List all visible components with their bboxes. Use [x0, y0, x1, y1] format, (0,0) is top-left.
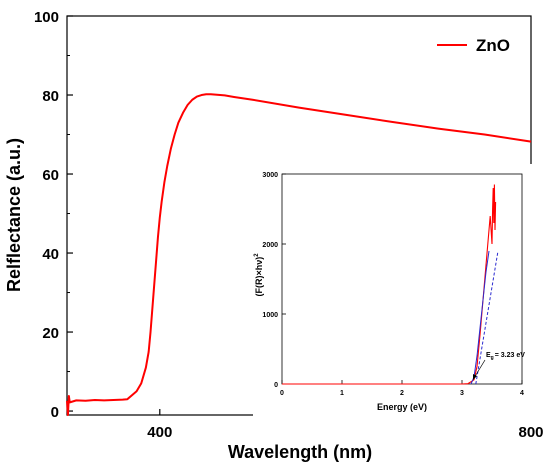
y-tick-label: 40 [42, 246, 59, 263]
inset-y-tick-label: 0 [274, 382, 278, 389]
y-tick-label: 20 [42, 325, 59, 342]
y-axis-title: Relflectance (a.u.) [4, 138, 24, 292]
inset-y-axis-title: (F(R)×hν)2 [254, 253, 264, 297]
inset-x-tick-label: 2 [400, 390, 404, 397]
inset-axis-ticks: 0 1000 2000 3000 0 1 2 3 4 [262, 172, 524, 397]
inset-y-tick-label: 1000 [262, 312, 278, 319]
inset-y-tick-label: 2000 [262, 242, 278, 249]
y-tick-label: 0 [51, 404, 59, 421]
legend-label-zno: ZnO [476, 36, 510, 55]
svg-text:(F(R)×hν)2: (F(R)×hν)2 [254, 253, 264, 297]
inset-x-tick-label: 3 [460, 390, 464, 397]
inset-eg-arrowhead [473, 374, 477, 380]
inset-chart: 0 1000 2000 3000 0 1 2 3 4 Energy (eV) (F(R)×hν)… [253, 164, 535, 424]
y-tick-label: 80 [42, 88, 59, 105]
inset-eg-value: = 3.23 eV [495, 352, 525, 359]
inset-y-label-sup: 2 [254, 253, 260, 257]
main-series-group [66, 93, 532, 416]
inset-y-tick-label: 3000 [262, 172, 278, 179]
inset-x-axis-title: Energy (eV) [377, 402, 427, 412]
inset-data-line [282, 184, 497, 385]
inset-x-tick-label: 0 [280, 390, 284, 397]
x-axis-title: Wavelength (nm) [228, 442, 372, 462]
inset-background [253, 164, 535, 424]
series-line-zno [66, 93, 532, 416]
inset-y-label-main: (F(R)×hν) [254, 257, 264, 297]
legend: ZnO [437, 36, 510, 55]
inset-x-tick-label: 1 [340, 390, 344, 397]
inset-eg-annotation: Eg= 3.23 eV [486, 352, 525, 361]
inset-x-tick-label: 4 [520, 390, 524, 397]
inset-eg-sub: g [491, 355, 494, 361]
inset-eg-prefix: E [486, 352, 491, 359]
x-tick-label: 400 [147, 424, 172, 441]
y-tick-label: 60 [42, 167, 59, 184]
y-tick-label: 100 [34, 9, 59, 26]
inset-eg-arrow [473, 359, 486, 379]
x-tick-label: 800 [518, 424, 543, 441]
inset-fit-dashed-line [475, 250, 499, 385]
